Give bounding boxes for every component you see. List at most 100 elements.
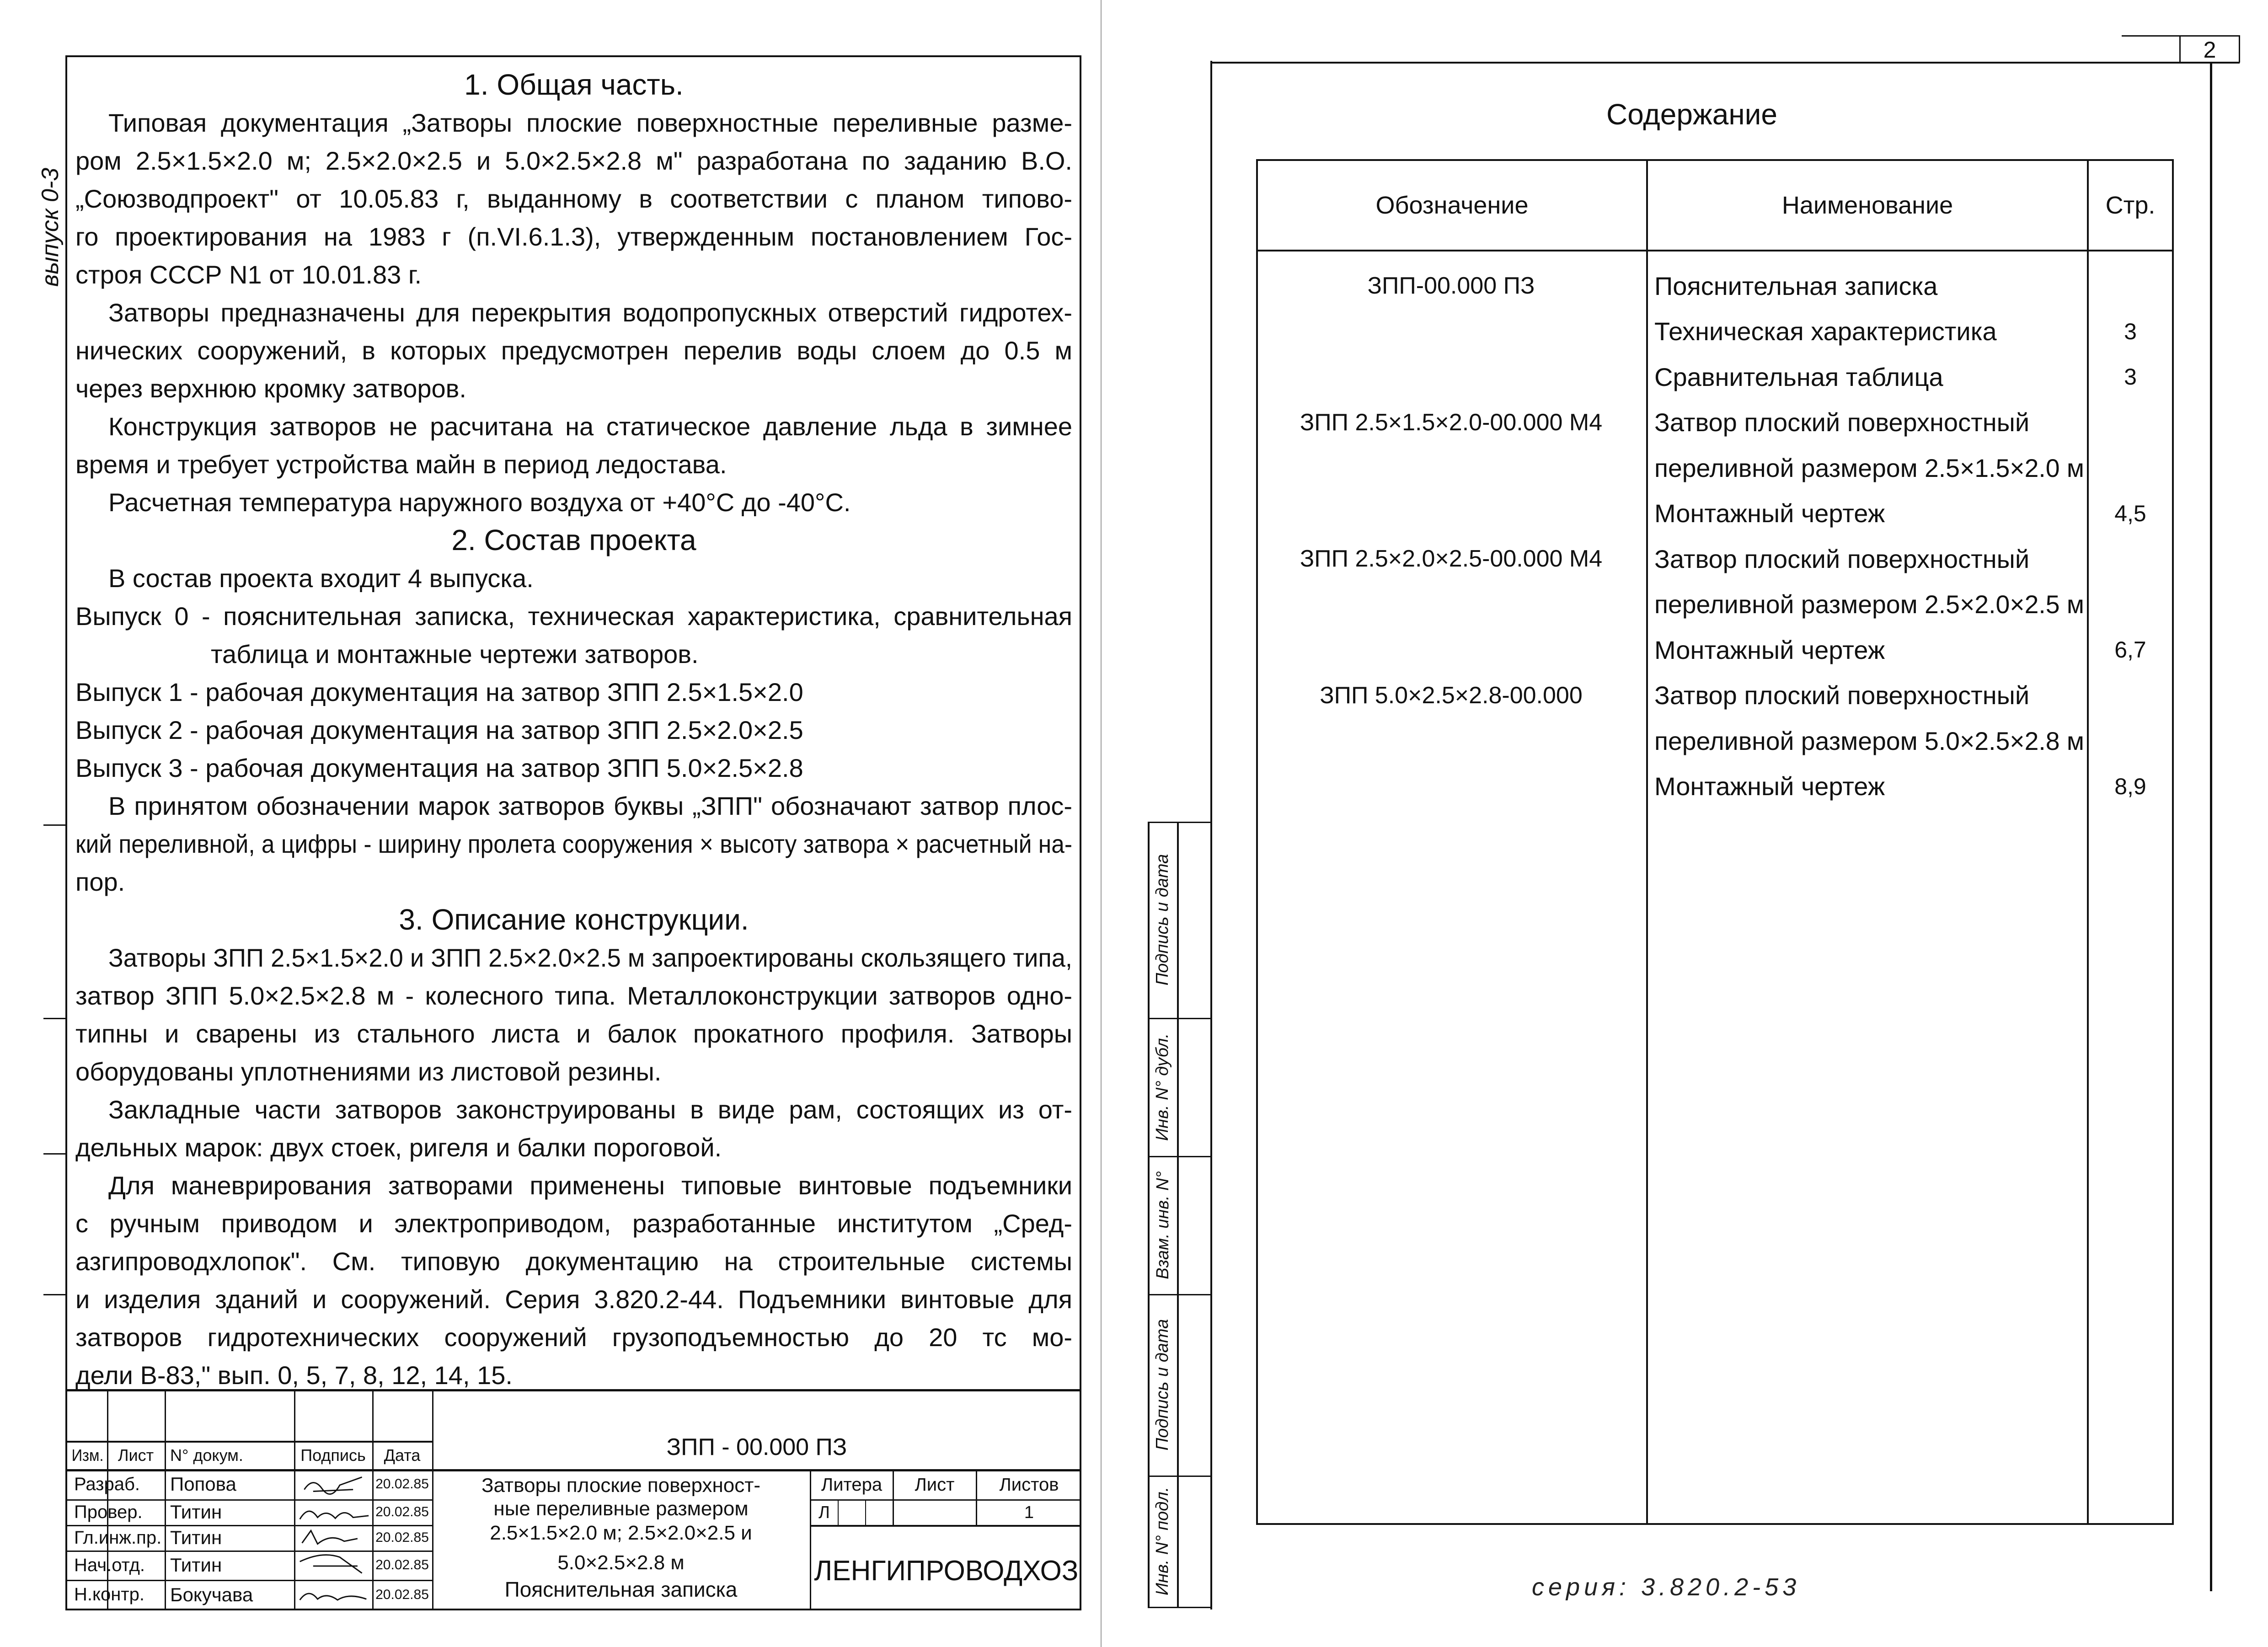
rule-line [810, 1499, 1081, 1501]
text-line: таблица и монтажные чертежи затворов. [211, 640, 699, 668]
text-line: Для маневрирования затворами применены т… [108, 1171, 1072, 1200]
rule-line [65, 1499, 432, 1501]
text-line: типны и сварены из стального листа и бал… [75, 1019, 1072, 1048]
sheets-label: Листов [999, 1474, 1059, 1495]
text-line: Конструкция затворов не расчитана на ста… [108, 412, 1072, 441]
paragraph-line: го проектирования на 1983 г (п.VI.6.1.3)… [75, 218, 1072, 256]
paragraph-line: строя СССР N1 от 10.01.83 г. [75, 256, 1072, 294]
section-heading: 1. Общая часть. [75, 66, 1072, 104]
row-name-cell: Пояснительная записка [1649, 265, 2085, 306]
paragraph-line: и изделия зданий и сооружений. Серия 3.8… [75, 1280, 1072, 1318]
signature-scribble [300, 1554, 363, 1574]
rule-line [1256, 1523, 2174, 1525]
document-designation-cell: ЗПП - 00.000 ПЗ [432, 1422, 1081, 1472]
header-sheet: Лист [118, 1446, 154, 1465]
text-line: Выпуск 1 - рабочая документация на затво… [75, 678, 803, 706]
text-line: кий переливной, а цифры - ширину пролета… [75, 829, 1072, 858]
document-title-line: 5.0×2.5×2.8 м [557, 1551, 685, 1574]
margin-stamp-text: выпуск 0-3 [37, 167, 64, 287]
column-header-cell: Стр. [2089, 161, 2172, 250]
rule-line [2172, 159, 2174, 1525]
rule-line [294, 1389, 295, 1610]
signer-role-cell: Провер. [69, 1499, 165, 1525]
column-header: Наименование [1781, 192, 1953, 219]
row-designation: ЗПП 2.5×2.0×2.5-00.000 М4 [1300, 545, 1603, 572]
rule-line [976, 1469, 977, 1525]
rule-line [1080, 55, 1081, 1610]
column-header: Стр. [2105, 192, 2156, 219]
paragraph-line: азгипроводхлопок". См. типовую документа… [75, 1242, 1072, 1280]
rule-line [865, 1499, 866, 1525]
signer-role: Нач.отд. [74, 1555, 145, 1575]
rule-line [107, 1389, 108, 1610]
row-name-cell: Монтажный чертеж [1649, 766, 2085, 807]
document-title-line-cell: 5.0×2.5×2.8 м [437, 1551, 805, 1575]
text-line: В принятом обозначении марок затворов бу… [108, 791, 1072, 820]
side-stamp-label: Взам. инв. N° [1153, 1171, 1172, 1279]
row-name: Монтажный чертеж [1654, 772, 1885, 801]
signer-role: Разраб. [74, 1474, 140, 1494]
stage-value: Л [818, 1503, 830, 1522]
text-line: время и требует устройства майн в период… [75, 450, 727, 479]
text-line: строя СССР N1 от 10.01.83 г. [75, 260, 422, 289]
text-line: Расчетная температура наружного воздуха … [108, 488, 851, 517]
column-header: Обозначение [1375, 192, 1529, 219]
row-name-cell: Сравнительная таблица [1649, 356, 2085, 397]
text-line: Типовая документация „Затворы плоские по… [108, 108, 1072, 137]
text-line: затворов гидротехнических сооружений гру… [75, 1323, 1072, 1352]
signer-date: 20.02.85 [375, 1476, 429, 1492]
text-line: с ручным приводом и электроприводом, раз… [75, 1209, 1072, 1238]
rule-line [1210, 61, 1212, 1610]
signer-date-cell: 20.02.85 [372, 1580, 432, 1610]
signer-date-cell: 20.02.85 [372, 1551, 432, 1580]
document-title-line: ные переливные размером [493, 1497, 749, 1520]
sheet-label-cell: Лист [893, 1470, 976, 1499]
signer-date-cell: 20.02.85 [372, 1525, 432, 1551]
contents-title-cell: Содержание [1509, 91, 1875, 137]
signature-cell [294, 1499, 372, 1525]
explanatory-note: 1. Общая часть. Типовая документация „Зат… [75, 66, 1072, 1394]
section-heading-text: 1. Общая часть. [464, 68, 684, 101]
header-date-cell: Дата [372, 1442, 432, 1469]
rule-line [65, 1469, 1081, 1471]
row-page: 8,9 [2114, 773, 2146, 799]
signature-cell [294, 1469, 372, 1499]
signer-name: Титин [170, 1501, 222, 1523]
signer-date-cell: 20.02.85 [372, 1499, 432, 1525]
rule-line [65, 1389, 1081, 1391]
signer-date: 20.02.85 [375, 1504, 429, 1519]
paragraph-line: „Союзводпроект" от 10.05.83 г, выданному… [75, 180, 1072, 218]
rule-line [893, 1469, 894, 1525]
signature-cell [294, 1525, 372, 1551]
row-page: 6,7 [2114, 637, 2146, 663]
paragraph-line: дели В-83," вып. 0, 5, 7, 8, 12, 14, 15. [75, 1356, 1072, 1394]
document-title-line-cell: Затворы плоские поверхност- [437, 1474, 805, 1497]
paragraph-line: В состав проекта входит 4 выпуска. [75, 559, 1072, 597]
rule-line [65, 1580, 432, 1581]
paragraph-line: Затворы предназначены для перекрытия вод… [75, 294, 1072, 332]
paragraph-line: пор. [75, 863, 1072, 901]
signer-role-cell: Разраб. [69, 1469, 165, 1499]
header-signature-cell: Подпись [294, 1442, 372, 1469]
paragraph-line: нических сооружений, в которых предусмот… [75, 332, 1072, 369]
signature-scribble [304, 1476, 363, 1495]
section-heading: 2. Состав проекта [75, 521, 1072, 559]
row-page: 4,5 [2114, 500, 2146, 526]
rule-line [1256, 250, 2174, 251]
paragraph-line: Конструкция затворов не расчитана на ста… [75, 407, 1072, 445]
paragraph-line: типны и сварены из стального листа и бал… [75, 1015, 1072, 1053]
rule-line [1148, 822, 1150, 1608]
row-designation: ЗПП 5.0×2.5×2.8-00.000 [1320, 682, 1583, 709]
rule-line [1148, 1607, 1212, 1608]
row-name: Монтажный чертеж [1654, 499, 1885, 528]
text-line: азгипроводхлопок". См. типовую документа… [75, 1247, 1072, 1276]
paragraph-line: оборудованы уплотнениями из листовой рез… [75, 1053, 1072, 1091]
sheet-number: 2 [2203, 37, 2216, 63]
paragraph-line: Закладные части затворов законструирован… [75, 1091, 1072, 1128]
column-header-cell: Наименование [1648, 161, 2087, 250]
text-line: го проектирования на 1983 г (п.VI.6.1.3)… [75, 222, 1072, 251]
text-line: „Союзводпроект" от 10.05.83 г, выданному… [75, 184, 1072, 213]
rule-line [43, 1294, 65, 1295]
rule-line [65, 1609, 1081, 1610]
row-page-cell: 3 [2089, 311, 2172, 352]
